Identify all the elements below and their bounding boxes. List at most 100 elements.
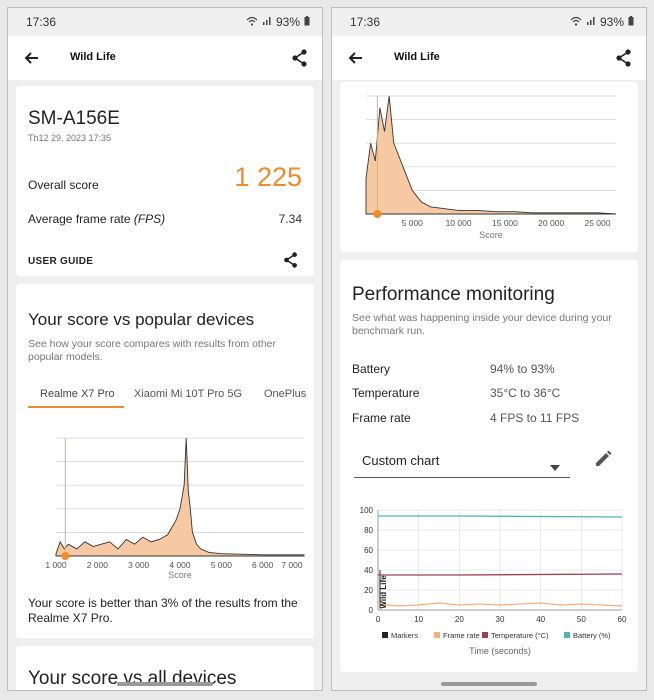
y-tick-label: 100 <box>360 506 374 515</box>
x-tick-label: 20 000 <box>538 218 564 228</box>
x-tick-label: 25 000 <box>584 218 610 228</box>
x-tick-label: 40 <box>536 615 545 624</box>
share-icon[interactable] <box>614 48 634 68</box>
share-icon[interactable] <box>282 251 300 269</box>
compare-subtitle: See how your score compares with results… <box>28 338 277 363</box>
device-model: SM-A156E <box>28 108 120 129</box>
left-screen: 17:36 93% Wild Life SM-A156E Th12 29, 20… <box>7 7 323 691</box>
x-tick-label: 6 000 <box>252 560 274 570</box>
run-date: Th12 29, 2023 17:35 <box>28 133 112 143</box>
x-tick-label: 10 000 <box>446 218 472 228</box>
distribution-area <box>55 437 305 557</box>
legend-label: Battery (%) <box>573 631 611 640</box>
x-axis-title: Score <box>168 570 192 580</box>
y-tick-label: 20 <box>364 586 373 595</box>
battery-percent: 93% <box>599 15 624 29</box>
wifi-icon <box>570 15 582 29</box>
compare-result-text: Your score is better than 3% of the resu… <box>28 596 298 625</box>
chart-type-dropdown[interactable]: Custom chart <box>354 446 570 478</box>
legend-swatch <box>482 632 488 638</box>
active-tab-indicator <box>28 406 124 408</box>
y-tick-label: 40 <box>364 566 373 575</box>
legend-swatch <box>382 632 388 638</box>
temperature-value: 35°C to 36°C <box>490 386 561 400</box>
score-distribution-card: 5 000 10 000 15 000 20 000 25 000 Score <box>340 82 638 252</box>
performance-line-chart: 0 20 40 60 80 100 0 10 20 30 40 50 60 Wild Life Marker… <box>360 506 627 656</box>
x-tick-label: 0 <box>376 615 381 624</box>
performance-card: Performance monitoring See what was happ… <box>340 260 638 672</box>
battery-label: Battery <box>352 362 391 376</box>
temperature-row: Temperature 35°C to 36°C <box>352 386 626 400</box>
x-tick-label: 2 000 <box>87 560 109 570</box>
gesture-nav-bar[interactable] <box>441 682 537 686</box>
x-tick-label: 7 000 <box>281 560 303 570</box>
x-axis-title: Score <box>479 230 503 240</box>
signal-icon <box>262 15 272 29</box>
top-app-bar: Wild Life <box>8 36 322 80</box>
fps-unit: (FPS) <box>133 212 166 226</box>
right-screen: 17:36 93% Wild Life 5 000 10 000 15 000 20 … <box>331 7 647 691</box>
edit-pencil-icon[interactable] <box>594 450 612 473</box>
status-bar: 17:36 93% <box>332 8 646 36</box>
overall-score-label: Overall score <box>28 178 99 192</box>
y-tick-label: 80 <box>364 526 373 535</box>
wifi-icon <box>246 15 258 29</box>
temperature-label: Temperature <box>352 386 420 400</box>
battery-icon <box>304 15 310 29</box>
all-devices-card: Your score vs all devices <box>16 646 314 690</box>
signal-icon <box>586 15 596 29</box>
all-devices-heading: Your score vs all devices <box>28 668 237 689</box>
score-distribution-chart: 5 000 10 000 15 000 20 000 25 000 Score <box>365 95 617 240</box>
frame-rate-row: Frame rate 4 FPS to 11 FPS <box>352 411 626 425</box>
battery-row: Battery 94% to 93% <box>352 362 626 376</box>
y-tick-label: 0 <box>369 606 374 615</box>
share-icon[interactable] <box>290 48 310 68</box>
performance-heading: Performance monitoring <box>352 284 555 305</box>
battery-value: 94% to 93% <box>490 362 555 376</box>
dropdown-selected-value: Custom chart <box>362 453 440 468</box>
tab-realme-x7-pro[interactable]: Realme X7 Pro <box>40 388 115 400</box>
x-tick-label: 20 <box>455 615 464 624</box>
fps-value: 7.34 <box>278 212 302 226</box>
x-tick-label: 3 000 <box>128 560 150 570</box>
x-tick-label: 5 000 <box>402 218 424 228</box>
frame-rate-value: 4 FPS to 11 FPS <box>490 411 580 425</box>
popular-devices-distribution-chart: 1 000 2 000 3 000 4 000 5 000 6 000 7 000 Score <box>45 437 305 580</box>
distribution-area <box>365 95 617 215</box>
series-line <box>378 515 623 518</box>
frame-rate-label: Frame rate <box>352 411 411 425</box>
score-card: SM-A156E Th12 29, 2023 17:35 Overall sco… <box>16 86 314 276</box>
back-arrow-icon[interactable] <box>22 48 42 68</box>
x-tick-label: 4 000 <box>169 560 191 570</box>
series-line <box>378 573 623 576</box>
x-tick-label: 10 <box>414 615 423 624</box>
chevron-down-icon <box>550 458 560 476</box>
x-tick-label: 60 <box>618 615 627 624</box>
page-title: Wild Life <box>394 51 440 63</box>
your-score-dot <box>373 210 382 218</box>
x-tick-label: 1 000 <box>45 560 67 570</box>
legend-swatch <box>434 632 440 638</box>
compare-card: Your score vs popular devices See how yo… <box>16 284 314 638</box>
performance-subtitle: See what was happening inside your devic… <box>352 312 612 337</box>
page-title: Wild Life <box>70 51 116 63</box>
series-line <box>377 602 623 607</box>
fps-label: Average frame rate <box>28 212 131 226</box>
gesture-nav-bar[interactable] <box>117 682 213 686</box>
user-guide-link[interactable]: USER GUIDE <box>28 256 94 267</box>
tab-oneplus[interactable]: OnePlus <box>264 388 307 400</box>
x-tick-label: 5 000 <box>211 560 233 570</box>
legend-label: Markers <box>391 631 418 640</box>
your-score-dot <box>61 552 70 560</box>
legend-label: Frame rate <box>443 631 480 640</box>
status-time: 17:36 <box>26 15 57 29</box>
back-arrow-icon[interactable] <box>346 48 366 68</box>
x-tick-label: 30 <box>496 615 505 624</box>
x-axis-title: Time (seconds) <box>469 646 531 656</box>
y-tick-label: 60 <box>364 546 373 555</box>
status-bar: 17:36 93% <box>8 8 322 36</box>
compare-heading: Your score vs popular devices <box>28 310 255 329</box>
top-app-bar: Wild Life <box>332 36 646 80</box>
tab-xiaomi-mi-10t-pro[interactable]: Xiaomi Mi 10T Pro 5G <box>134 388 243 400</box>
wild-life-annotation: Wild Life <box>379 575 388 609</box>
